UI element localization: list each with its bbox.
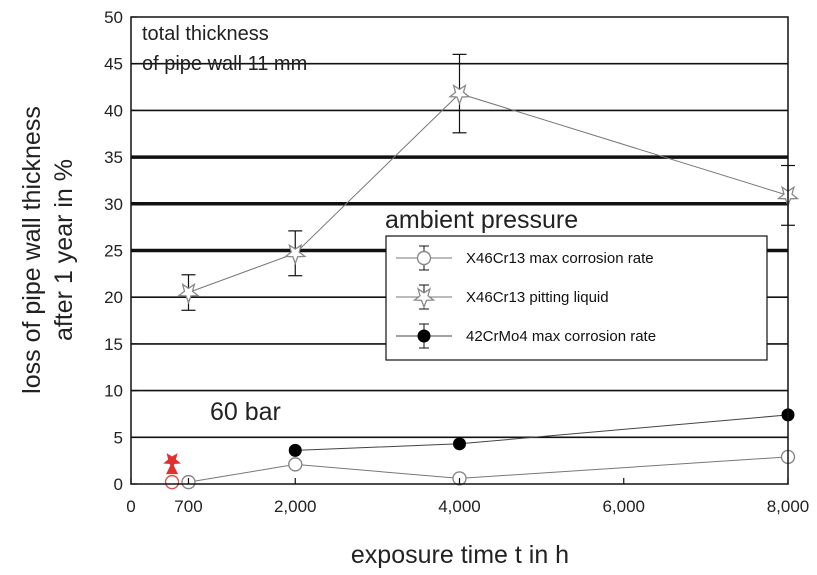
series-line-0 bbox=[188, 456, 789, 483]
legend-box bbox=[385, 235, 768, 361]
legend-marker-0 bbox=[416, 250, 432, 266]
point-1-0 bbox=[177, 282, 200, 305]
x-axis-ticks: 0 700 2,000 4,000 6,000 8,000 bbox=[126, 478, 809, 516]
annotation-total-thickness-2: of pipe wall 11 mm bbox=[142, 53, 307, 75]
y-tick-label-45: 45 bbox=[104, 55, 123, 74]
y-tick-label-15: 15 bbox=[104, 335, 123, 354]
x-tick-label-700: 700 bbox=[174, 497, 202, 516]
y-tick-label-20: 20 bbox=[104, 288, 123, 307]
y-tick-label-5: 5 bbox=[114, 428, 123, 447]
series-line-2 bbox=[295, 414, 789, 451]
legend-label-1: X46Cr13 pitting liquid bbox=[466, 289, 609, 306]
x-tick-label-4000: 4,000 bbox=[438, 497, 481, 516]
x-axis-title: exposure time t in h bbox=[351, 541, 569, 569]
red-point-1 bbox=[163, 453, 181, 470]
y-tick-label-35: 35 bbox=[104, 148, 123, 167]
red-point-2 bbox=[166, 462, 179, 475]
y-tick-label-25: 25 bbox=[104, 242, 123, 261]
y-axis-ticks: 0 5 10 15 20 25 30 35 40 45 50 bbox=[104, 8, 137, 494]
y-tick-label-40: 40 bbox=[104, 101, 123, 120]
y-axis-title-line1: loss of pipe wall thickness bbox=[18, 106, 46, 394]
legend-label-0: X46Cr13 max corrosion rate bbox=[466, 250, 654, 267]
x-tick-label-6000: 6,000 bbox=[602, 497, 645, 516]
red-point-0 bbox=[164, 474, 180, 490]
y-tick-label-30: 30 bbox=[104, 195, 123, 214]
point-2-1 bbox=[453, 437, 466, 451]
y-axis-title-line2: after 1 year in % bbox=[50, 159, 78, 341]
point-0-1 bbox=[288, 457, 303, 472]
annotation-total-thickness-1: total thickness bbox=[142, 23, 269, 45]
legend: X46Cr13 max corrosion rate X46Cr13 pittin… bbox=[385, 235, 768, 361]
y-tick-label-10: 10 bbox=[104, 382, 123, 401]
series-line-1 bbox=[188, 93, 789, 293]
annotation-ambient-pressure: ambient pressure bbox=[385, 206, 578, 234]
point-1-2 bbox=[448, 83, 471, 106]
x-tick-label-8000: 8,000 bbox=[767, 497, 810, 516]
legend-marker-1 bbox=[412, 287, 436, 309]
legend-label-2: 42CrMo4 max corrosion rate bbox=[466, 328, 656, 345]
point-1-1 bbox=[283, 243, 307, 266]
x-tick-label-0: 0 bbox=[126, 497, 135, 516]
annotation-60-bar: 60 bar bbox=[210, 398, 281, 426]
y-tick-label-0: 0 bbox=[114, 475, 123, 494]
y-tick-label-50: 50 bbox=[104, 8, 123, 27]
legend-marker-2 bbox=[417, 329, 431, 343]
point-2-0 bbox=[288, 443, 302, 457]
x-tick-label-2000: 2,000 bbox=[274, 497, 317, 516]
